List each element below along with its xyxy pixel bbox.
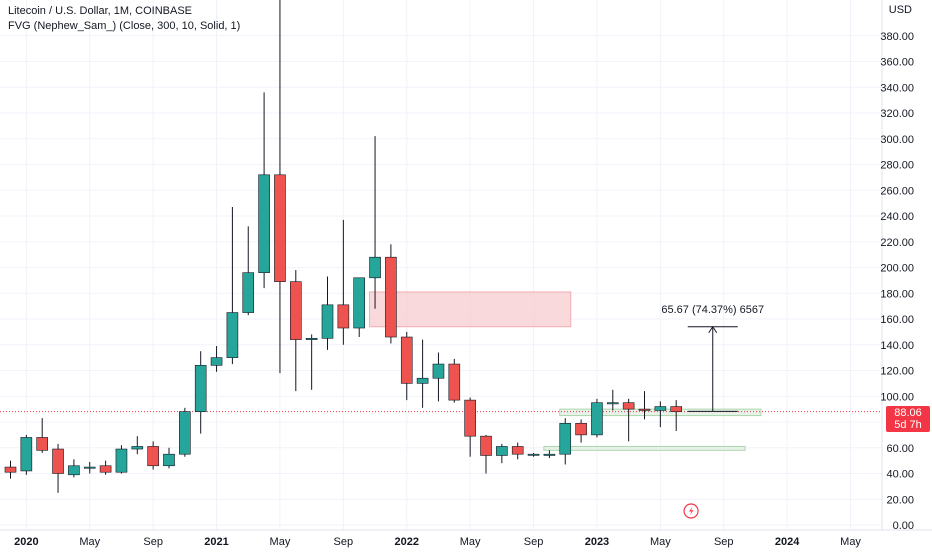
current-price-tag: 88.06 5d 7h [886,405,930,432]
candle-up [432,363,445,379]
candle-up [163,453,175,467]
candle-up [242,272,255,313]
candle-down [575,422,587,436]
y-axis-tick-label: 40.00 [886,469,914,481]
x-axis-tick-label: 2021 [204,536,228,548]
y-axis-tick-label: 0.00 [893,520,914,532]
candle-up [210,357,223,366]
y-axis-tick-label: 360.00 [880,57,914,69]
candle-up [115,448,128,473]
candle-down [670,406,683,412]
fvg-zone-bullish [543,445,746,451]
measure-arrow-head [708,325,718,334]
candle-up [543,453,556,456]
y-axis-tick-label: 200.00 [880,263,914,275]
candle-up [305,338,318,340]
x-axis-tick-label: Sep [524,536,544,548]
y-axis-tick-label: 380.00 [880,31,914,43]
x-axis-tick-label: May [79,536,100,548]
candle-up [258,174,270,273]
y-axis-tick-label: 220.00 [880,237,914,249]
measure-label: 65.67 (74.37%) 6567 [661,304,764,316]
x-axis-tick-label: May [270,536,291,548]
candle-up [527,453,540,456]
y-axis-tick-label: 180.00 [880,288,914,300]
candle-up [194,365,207,413]
candle-up [20,437,33,472]
x-axis-tick-label: 2023 [585,536,609,548]
candle-down [36,437,49,451]
y-axis-tick-label: 20.00 [886,494,914,506]
candle-down [511,446,524,455]
x-axis-tick-label: Sep [143,536,163,548]
y-axis-tick-label: 320.00 [880,108,914,120]
x-axis-tick-label: 2022 [395,536,419,548]
y-axis-tick-label: 60.00 [886,443,914,455]
candle-up [131,446,144,450]
candle-up [83,466,96,469]
indicator-legend[interactable]: FVG (Nephew_Sam_) (Close, 300, 10, Solid… [8,20,241,32]
chart-header: Litecoin / U.S. Dollar, 1M, COINBASE FVG… [8,4,240,34]
candle-down [52,448,64,474]
candle-up [606,402,619,405]
x-axis-tick-label: Sep [714,536,734,548]
candle-down [274,174,286,282]
candle-up [559,422,572,455]
x-axis-tick-label: May [840,536,861,548]
symbol-title[interactable]: Litecoin / U.S. Dollar, 1M, COINBASE [8,5,193,17]
candle-down [638,408,651,411]
y-axis-tick-label: 280.00 [880,160,914,172]
x-axis-tick-label: 2020 [14,536,38,548]
y-axis-tick-label: 240.00 [880,211,914,223]
y-axis-tick-label: 260.00 [880,185,914,197]
y-axis-tick-label: 120.00 [880,366,914,378]
candle-down [289,281,302,340]
candle-down [99,465,112,473]
candle-up [226,312,239,358]
candle-down [464,399,476,437]
candle-up [353,277,366,329]
candle-down [480,435,492,456]
x-axis-tick-label: Sep [334,536,354,548]
candle-down [147,446,159,467]
candle-up [654,406,667,411]
candle-down [400,336,413,384]
lightning-icon [689,506,694,516]
x-axis-tick-label: 2024 [775,536,800,548]
bar-countdown: 5d 7h [894,418,922,431]
candle-up [369,256,381,279]
fvg-zone-bearish [369,291,572,328]
x-axis-tick-label: May [650,536,671,548]
candle-down [337,304,350,329]
currency-label[interactable]: USD [888,4,912,16]
candle-up [321,304,334,339]
candle-up [591,402,603,436]
candle-down [4,466,17,473]
current-price-value: 88.06 [894,406,922,419]
candle-down [448,363,461,401]
y-axis-tick-label: 300.00 [880,134,914,146]
y-axis-tick-label: 140.00 [880,340,914,352]
candle-down [385,256,397,338]
y-axis-tick-label: 340.00 [880,82,914,94]
candle-up [416,377,429,384]
candle-down [622,402,635,410]
x-axis-tick-label: May [460,536,481,548]
y-axis-tick-label: 100.00 [880,391,914,403]
candle-up [68,465,80,476]
y-axis-tick-label: 160.00 [880,314,914,326]
candle-up [179,411,191,455]
candle-up [496,446,508,456]
